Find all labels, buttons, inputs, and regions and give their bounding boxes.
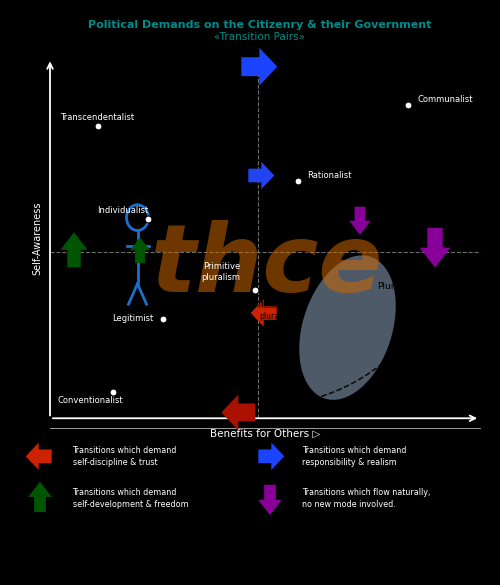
Text: Rationalist: Rationalist <box>308 171 352 180</box>
Text: Transitions which flow naturally,
no new mode involved.: Transitions which flow naturally, no new… <box>302 488 431 508</box>
Polygon shape <box>420 228 450 267</box>
Text: Communalist: Communalist <box>418 95 473 104</box>
Polygon shape <box>242 48 278 85</box>
Text: Participative
pluralism: Participative pluralism <box>390 380 438 400</box>
Polygon shape <box>60 232 88 267</box>
Polygon shape <box>28 481 52 512</box>
Text: 5: 5 <box>118 384 126 394</box>
Text: Individualist: Individualist <box>98 206 149 215</box>
Text: Transitions which demand
self-discipline & trust: Transitions which demand self-discipline… <box>72 446 177 466</box>
Text: Transitions which demand
responsibility & realism: Transitions which demand responsibility … <box>302 446 407 466</box>
Polygon shape <box>349 207 371 235</box>
Polygon shape <box>26 443 52 470</box>
Polygon shape <box>248 162 274 189</box>
Polygon shape <box>250 300 276 326</box>
Text: Benefits for Others ▷: Benefits for Others ▷ <box>210 429 320 439</box>
Text: 2: 2 <box>168 311 175 321</box>
Text: 7: 7 <box>414 97 420 108</box>
Text: Transitions which demand
self-development & freedom: Transitions which demand self-developmen… <box>72 488 188 508</box>
Text: Transcendentalist: Transcendentalist <box>60 112 134 122</box>
Polygon shape <box>258 485 281 515</box>
Text: Conventionalist: Conventionalist <box>58 396 123 405</box>
Text: Political Demands on the Citizenry & their Government: Political Demands on the Citizenry & the… <box>88 20 432 30</box>
Polygon shape <box>222 394 256 431</box>
Text: 1: 1 <box>261 281 268 292</box>
Text: 4: 4 <box>304 173 310 184</box>
Ellipse shape <box>300 256 396 400</box>
Text: Primitive
pluralism: Primitive pluralism <box>201 262 240 282</box>
Text: «Transition Pairs»: «Transition Pairs» <box>214 32 306 42</box>
Text: Self-Awareness: Self-Awareness <box>32 202 42 275</box>
Text: thce: thce <box>151 220 384 312</box>
Text: Pluralist: Pluralist <box>377 282 413 291</box>
Polygon shape <box>258 443 284 470</box>
Text: Legitimist: Legitimist <box>112 314 154 324</box>
Text: 3: 3 <box>154 211 160 222</box>
Text: Plutocratic
pluralism: Plutocratic pluralism <box>257 301 298 321</box>
Text: 6: 6 <box>104 118 110 128</box>
Polygon shape <box>130 238 150 263</box>
